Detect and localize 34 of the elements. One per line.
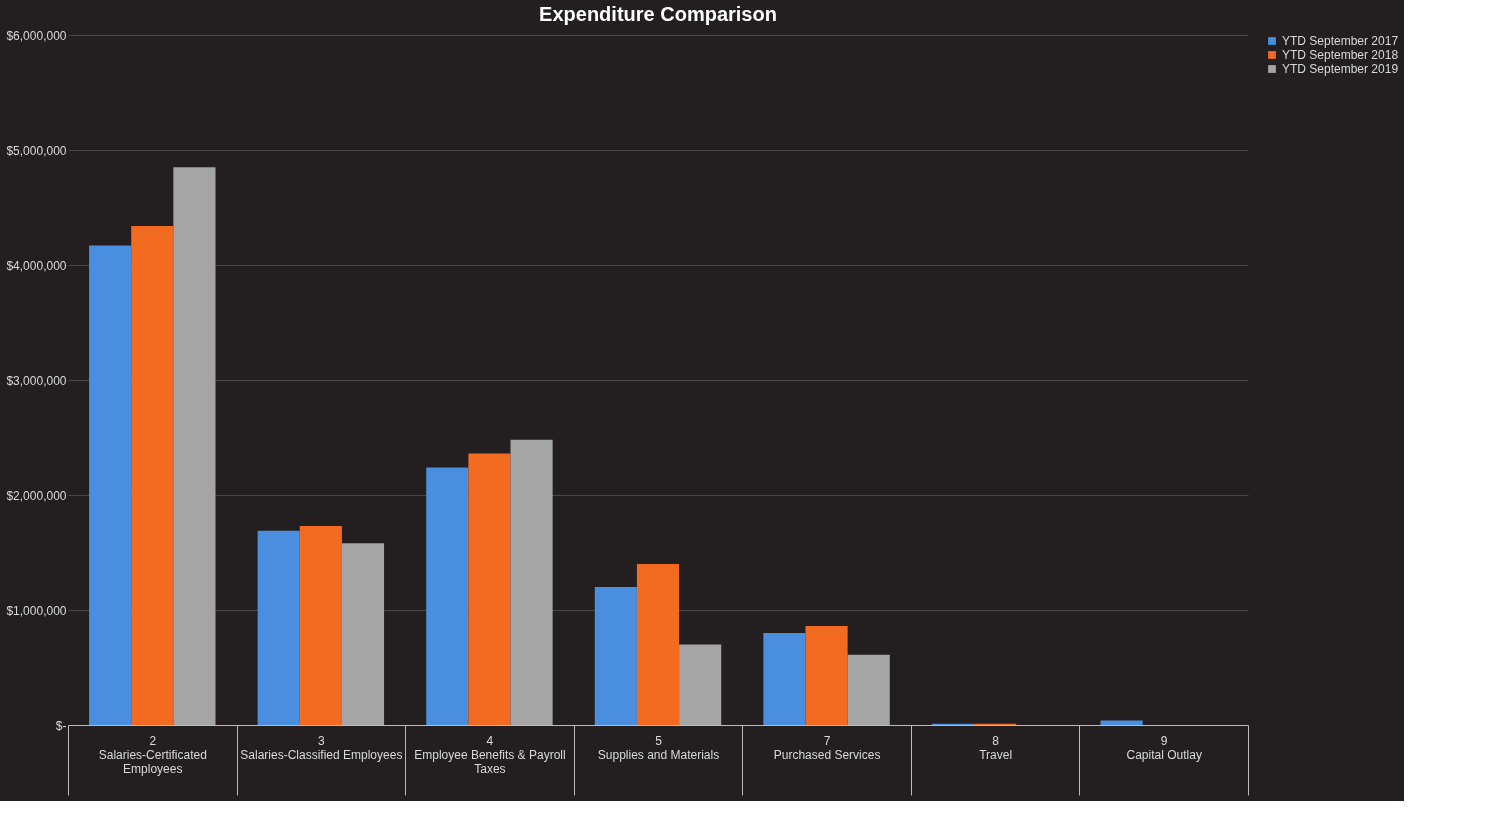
y-tick-label: $1,000,000	[6, 603, 67, 618]
x-tick-label: 9 Capital Outlay	[1126, 733, 1202, 762]
x-tick-label: 4 Employee Benefits & Payroll Taxes	[414, 733, 566, 776]
legend-label: YTD September 2019	[1282, 62, 1399, 76]
y-tick-label: $6,000,000	[6, 28, 67, 43]
bar	[847, 654, 890, 725]
bar	[426, 467, 469, 725]
x-tick-label: 3 Salaries-Classified Employees	[240, 733, 403, 762]
chart-title: Expenditure Comparison	[539, 3, 777, 25]
bar	[341, 543, 385, 725]
bar	[1100, 720, 1143, 725]
y-tick-label: $-	[55, 718, 67, 733]
x-tick-label: 7 Purchased Services	[773, 733, 881, 762]
bar	[299, 526, 342, 725]
bar	[636, 564, 680, 725]
x-tick-label: 5 Supplies and Materials	[597, 733, 720, 762]
y-tick-label: $2,000,000	[6, 488, 67, 503]
y-tick-label: $4,000,000	[6, 258, 67, 273]
bar	[468, 453, 511, 725]
x-tick-label: 2 Salaries-Certificated Employees	[98, 733, 207, 776]
legend-label: YTD September 2017	[1282, 34, 1399, 48]
bar	[594, 587, 637, 725]
bar	[805, 626, 848, 725]
bar	[510, 439, 553, 725]
bar	[131, 225, 174, 725]
bar	[763, 633, 806, 725]
bar	[89, 245, 132, 725]
x-tick-label: 8 Travel	[979, 733, 1013, 762]
y-tick-label: $3,000,000	[6, 373, 67, 388]
legend-label: YTD September 2018	[1282, 48, 1399, 62]
bar	[173, 167, 216, 725]
y-tick-label: $5,000,000	[6, 143, 67, 158]
bar	[257, 530, 300, 725]
bar	[679, 644, 722, 725]
